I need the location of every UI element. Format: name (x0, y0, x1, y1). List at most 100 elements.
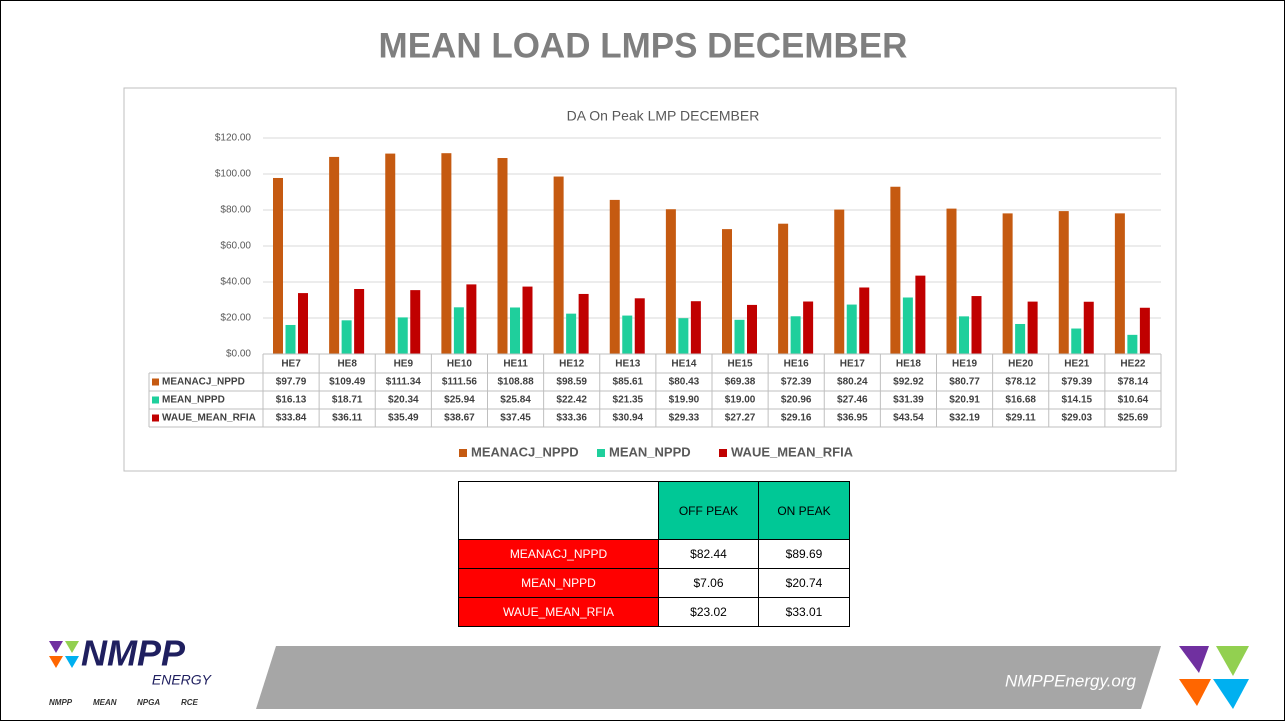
data-label: $22.42 (556, 395, 587, 406)
data-label: $85.61 (613, 377, 644, 388)
y-tick-label: $40.00 (220, 277, 251, 288)
bar (1127, 334, 1138, 354)
member: NPGA (137, 698, 160, 707)
data-label: $19.00 (725, 395, 756, 406)
data-label: $111.56 (442, 377, 477, 388)
y-tick-label: $20.00 (220, 313, 251, 324)
data-label: $111.34 (386, 377, 421, 388)
bar (890, 186, 901, 354)
x-tick-label: HE8 (337, 359, 357, 370)
x-tick-label: HE10 (447, 359, 472, 370)
data-label: $29.33 (669, 413, 700, 424)
bar (803, 301, 814, 354)
bar (902, 297, 913, 354)
bar (722, 229, 732, 354)
bar (1002, 213, 1013, 354)
bar (285, 324, 296, 354)
data-label: $30.94 (613, 413, 644, 424)
y-tick-label: $60.00 (220, 241, 251, 252)
legend-label: MEAN_NPPD (609, 444, 691, 459)
data-label: $72.39 (781, 377, 812, 388)
data-label: $27.46 (837, 395, 868, 406)
data-label: $14.15 (1062, 395, 1093, 406)
bar (834, 209, 845, 354)
y-tick-label: $0.00 (226, 349, 251, 360)
bar (522, 286, 533, 354)
data-label: $80.77 (949, 377, 980, 388)
x-tick-label: HE22 (1120, 359, 1145, 370)
bar (273, 177, 283, 354)
row-key (152, 378, 159, 386)
data-label: $32.19 (949, 413, 980, 424)
y-tick-label: $100.00 (215, 169, 252, 180)
data-label: $80.43 (669, 377, 700, 388)
data-label: $43.54 (893, 413, 924, 424)
x-tick-label: HE18 (896, 359, 921, 370)
row-label: MEANACJ_NPPD (162, 377, 245, 388)
data-label: $78.14 (1118, 377, 1149, 388)
bar (946, 208, 957, 354)
legend-label: MEANACJ_NPPD (471, 444, 579, 459)
data-label: $36.95 (837, 413, 868, 424)
cell: $33.01 (758, 597, 850, 627)
corner-cell (458, 481, 659, 540)
data-label: $108.88 (497, 377, 534, 388)
logo-sub: ENERGY (152, 672, 213, 688)
bar (622, 315, 633, 354)
bar (341, 320, 352, 354)
bar (1083, 301, 1094, 354)
bar (790, 316, 801, 354)
logo-shape (49, 656, 63, 668)
bar (385, 153, 396, 354)
row-label: MEAN_NPPD (458, 568, 659, 598)
bar (466, 284, 477, 354)
summary-table: OFF PEAK ON PEAK MEANACJ_NPPD $82.44 $89.6… (458, 481, 850, 627)
cell: $89.69 (758, 539, 850, 569)
bar (1139, 307, 1150, 354)
bar (678, 318, 689, 354)
bar (971, 296, 982, 354)
website: NMPPEnergy.org (1005, 671, 1137, 690)
legend-key (719, 449, 727, 457)
cell: $82.44 (658, 539, 759, 569)
row-label: WAUE_MEAN_RFIA (162, 413, 256, 424)
x-tick-label: HE11 (503, 359, 528, 370)
data-label: $79.39 (1062, 377, 1093, 388)
bar (859, 287, 870, 354)
bar (397, 317, 408, 354)
row-label: WAUE_MEAN_RFIA (458, 597, 659, 627)
y-tick-label: $120.00 (215, 133, 252, 144)
data-label: $33.36 (556, 413, 587, 424)
data-label: $80.24 (837, 377, 868, 388)
header-cell: OFF PEAK (658, 481, 759, 540)
row-key (152, 414, 159, 422)
bar (747, 304, 757, 354)
data-label: $78.12 (1005, 377, 1036, 388)
cell: $7.06 (658, 568, 759, 598)
bar (410, 290, 421, 354)
logo-shape (1213, 679, 1249, 709)
cell: $23.02 (658, 597, 759, 627)
footer-band (256, 646, 1161, 709)
y-tick-label: $80.00 (220, 205, 251, 216)
x-tick-label: HE14 (671, 359, 696, 370)
bar (1114, 213, 1125, 354)
member: MEAN (93, 698, 117, 707)
header-cell: ON PEAK (758, 481, 850, 540)
logo-shape (1179, 646, 1209, 673)
bar (1058, 211, 1069, 354)
bar (1027, 301, 1038, 354)
bar (734, 319, 745, 354)
chart-title: DA On Peak LMP DECEMBER (567, 108, 760, 124)
logo-text: NMPP (81, 633, 186, 674)
data-label: $25.94 (444, 395, 475, 406)
data-label: $10.64 (1118, 395, 1149, 406)
data-label: $19.90 (669, 395, 700, 406)
row-label: MEANACJ_NPPD (458, 539, 659, 569)
data-label: $29.03 (1062, 413, 1093, 424)
data-label: $36.11 (332, 413, 362, 424)
x-tick-label: HE19 (952, 359, 977, 370)
bar (846, 304, 857, 354)
bar (453, 307, 464, 354)
